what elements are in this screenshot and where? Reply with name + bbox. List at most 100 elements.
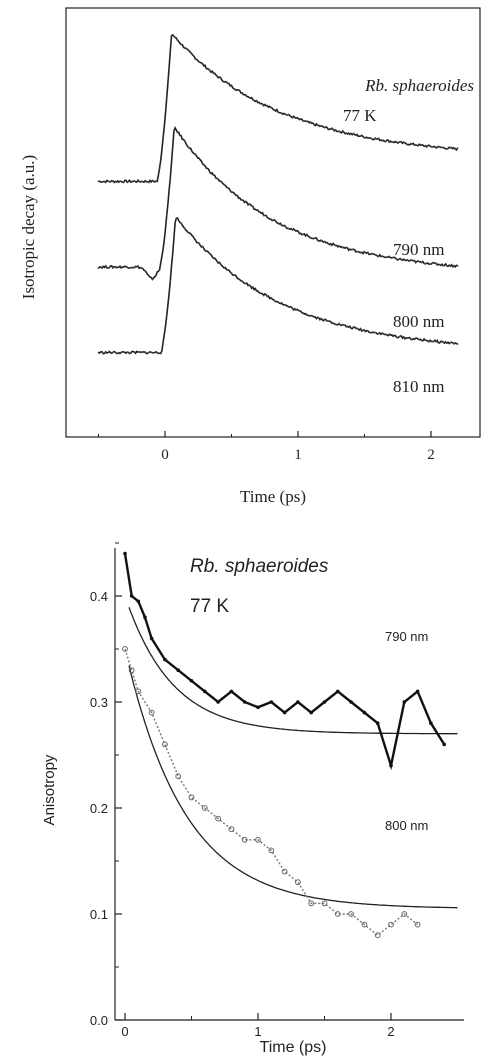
bottom-data-point-790nm — [429, 721, 433, 725]
top-data-point — [402, 258, 405, 260]
top-data-point — [219, 180, 222, 183]
top-data-point — [216, 75, 218, 77]
top-data-point — [413, 338, 416, 341]
top-data-point — [223, 183, 226, 186]
bottom-data-line-800nm — [124, 648, 419, 937]
bottom-data-point-790nm — [349, 700, 353, 704]
bottom-label-800nm: 800 nm — [385, 818, 428, 833]
top-data-point — [291, 307, 294, 310]
bottom-x-tick-label: 0 — [121, 1024, 128, 1039]
bottom-x-tick-label: 1 — [254, 1024, 261, 1039]
top-data-point — [97, 351, 100, 354]
top-data-point — [173, 237, 175, 240]
bottom-y-tick-label: 0.1 — [90, 907, 108, 922]
top-data-point — [155, 274, 157, 277]
top-data-point — [295, 309, 297, 311]
top-data-point — [273, 219, 276, 221]
top-data-point — [201, 245, 204, 248]
bottom-fit-800nm — [128, 665, 458, 909]
top-trace-790nm — [98, 33, 459, 184]
top-data-point — [187, 49, 190, 51]
top-data-point — [377, 332, 380, 335]
top-data-point — [270, 296, 272, 299]
top-data-point — [252, 205, 254, 208]
top-data-point — [259, 292, 261, 295]
top-data-point — [255, 209, 258, 212]
top-data-point — [453, 146, 455, 149]
top-data-point — [230, 84, 233, 87]
top-data-point — [392, 256, 394, 259]
top-data-point — [248, 203, 251, 205]
top-data-point — [381, 255, 384, 258]
bottom-data-point-800nm — [321, 900, 328, 907]
top-x-tick-label: 2 — [427, 447, 435, 463]
top-data-point — [122, 181, 125, 184]
top-data-point — [155, 350, 157, 353]
top-data-point — [169, 280, 172, 282]
top-data-point — [97, 180, 100, 183]
bottom-data-point-800nm — [295, 879, 301, 886]
top-data-point — [104, 181, 107, 184]
bottom-data-point-790nm — [256, 705, 260, 710]
top-data-point — [338, 245, 340, 247]
bottom-data-point-790nm — [322, 700, 327, 704]
top-data-point — [349, 133, 351, 136]
top-data-point — [180, 43, 183, 46]
top-data-point — [119, 352, 121, 355]
top-data-point — [108, 180, 111, 183]
top-x-tick-label: 1 — [294, 447, 302, 463]
bottom-data-point-800nm — [122, 646, 128, 652]
bottom-data-point-790nm — [149, 636, 154, 641]
top-data-point — [219, 76, 222, 79]
top-data-point — [176, 217, 179, 219]
top-data-point — [370, 331, 373, 334]
top-data-point — [456, 265, 459, 267]
top-data-point — [208, 171, 211, 174]
top-data-point — [331, 127, 333, 130]
top-data-point — [151, 351, 154, 354]
top-data-point — [341, 323, 344, 326]
top-data-point — [194, 239, 197, 241]
top-data-point — [208, 69, 211, 72]
top-data-point — [241, 91, 244, 94]
top-data-point — [316, 124, 319, 127]
top-data-point — [381, 139, 384, 142]
top-data-point — [147, 351, 150, 354]
top-data-point — [363, 329, 366, 331]
top-data-point — [115, 181, 118, 183]
top-data-point — [438, 342, 441, 344]
top-data-point — [133, 351, 136, 353]
top-data-point — [140, 351, 143, 354]
top-trace-810nm — [98, 217, 458, 355]
top-data-point — [194, 58, 197, 60]
bottom-data-point-790nm — [362, 710, 367, 715]
top-data-point — [165, 214, 168, 217]
bottom-data-point-800nm — [268, 847, 275, 854]
top-data-point — [237, 277, 240, 280]
top-data-point — [428, 263, 430, 266]
top-data-point — [147, 181, 150, 184]
top-data-point — [173, 35, 175, 37]
top-data-point — [341, 130, 344, 132]
top-data-point — [104, 265, 107, 267]
top-data-point — [431, 262, 434, 264]
bottom-x-tick-label: 2 — [387, 1024, 394, 1039]
top-data-point — [244, 200, 247, 203]
bottom-data-point-790nm — [375, 721, 380, 725]
top-data-point — [331, 244, 333, 247]
bottom-data-point-800nm — [241, 836, 248, 843]
top-data-point — [410, 259, 412, 261]
top-data-point — [115, 266, 118, 269]
top-data-point — [320, 124, 322, 127]
top-data-point — [191, 234, 193, 237]
top-data-point — [435, 147, 437, 149]
top-data-point — [435, 262, 437, 265]
bottom-data-point-790nm — [442, 742, 447, 747]
top-data-point — [366, 251, 369, 254]
top-data-point — [158, 269, 161, 271]
top-data-point — [428, 144, 430, 147]
top-data-point — [140, 267, 143, 269]
top-data-point — [377, 255, 380, 258]
top-data-point — [234, 193, 236, 196]
